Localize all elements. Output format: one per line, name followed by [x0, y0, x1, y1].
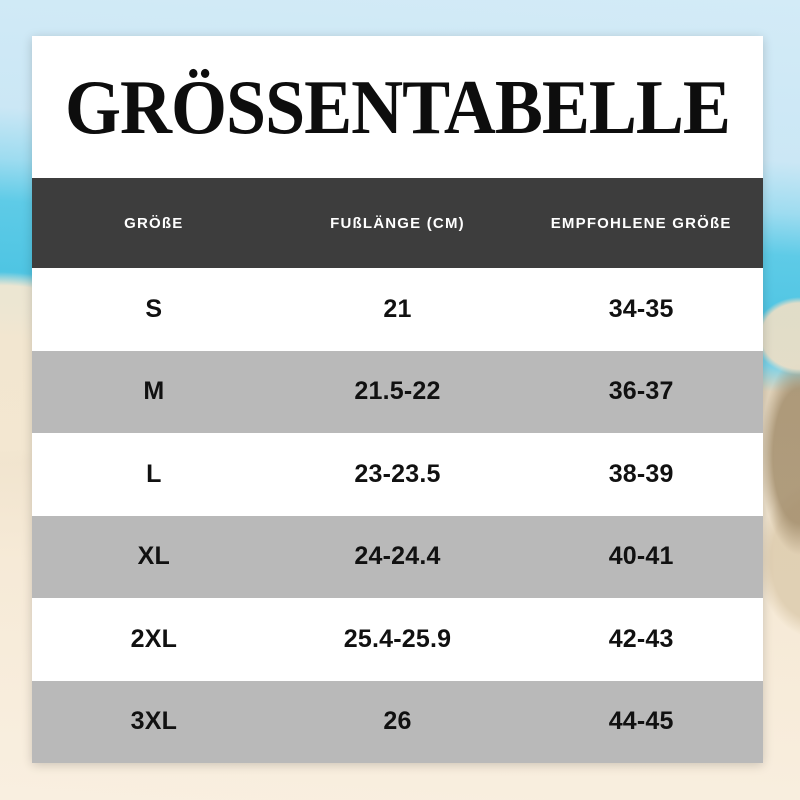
cell-size: 2XL — [130, 624, 178, 653]
table-row: 3XL 26 44-45 — [32, 680, 763, 763]
size-table: GRÖßE FUßLÄNGE (CM) EMPFOHLENE GRÖßE S 2… — [32, 178, 763, 763]
cell-recommended-size: 38-39 — [608, 459, 674, 488]
cell-foot-length: 23-23.5 — [354, 459, 441, 488]
cell-size: S — [145, 294, 163, 323]
cell-recommended-size: 44-45 — [608, 707, 674, 736]
size-chart-card: GRÖSSENTABELLE GRÖßE FUßLÄNGE (CM) EMPFO… — [32, 36, 763, 763]
cell-size: 3XL — [130, 707, 178, 736]
table-row: XL 24-24.4 40-41 — [32, 515, 763, 598]
cell-foot-length: 21.5-22 — [354, 377, 441, 406]
title-area: GRÖSSENTABELLE — [32, 36, 763, 178]
size-chart-title: GRÖSSENTABELLE — [65, 63, 731, 151]
cell-foot-length: 21 — [383, 294, 412, 323]
cell-recommended-size: 40-41 — [608, 542, 674, 571]
header-cell-recommended-size: EMPFOHLENE GRÖßE — [550, 214, 732, 232]
cell-recommended-size: 42-43 — [608, 624, 674, 653]
table-row: M 21.5-22 36-37 — [32, 350, 763, 433]
cell-foot-length: 24-24.4 — [354, 542, 441, 571]
table-body: S 21 34-35 M 21.5-22 36-37 L 23-23.5 38-… — [32, 268, 763, 763]
cell-recommended-size: 34-35 — [608, 294, 674, 323]
cell-recommended-size: 36-37 — [608, 377, 674, 406]
table-row: L 23-23.5 38-39 — [32, 433, 763, 516]
table-row: S 21 34-35 — [32, 268, 763, 351]
cell-size: L — [146, 459, 162, 488]
table-header-row: GRÖßE FUßLÄNGE (CM) EMPFOHLENE GRÖßE — [32, 178, 763, 268]
table-row: 2XL 25.4-25.9 42-43 — [32, 598, 763, 681]
header-cell-size: GRÖßE — [124, 214, 184, 232]
cell-foot-length: 25.4-25.9 — [343, 624, 452, 653]
cell-size: XL — [137, 542, 170, 571]
cell-size: M — [143, 377, 165, 406]
header-cell-foot-length: FUßLÄNGE (CM) — [330, 214, 465, 232]
cell-foot-length: 26 — [383, 707, 412, 736]
